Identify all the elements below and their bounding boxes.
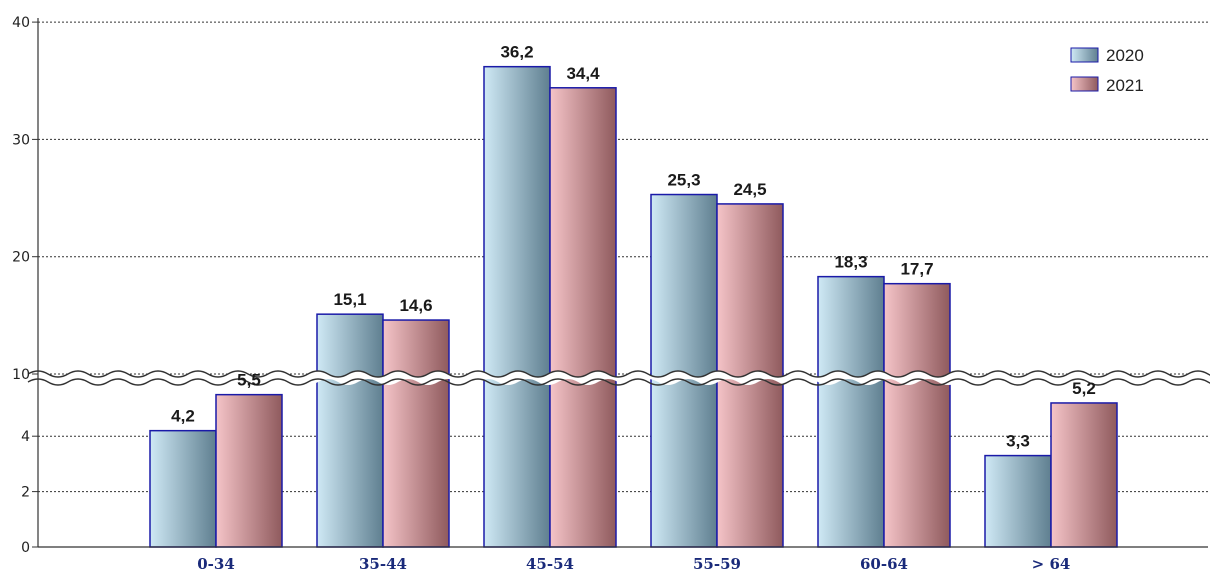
axis-break <box>18 370 1210 386</box>
bar-2020-1 <box>316 313 384 548</box>
y-tick-label: 0 <box>21 540 30 556</box>
gridlines <box>38 21 1208 493</box>
bar-2020-5 <box>984 454 1052 548</box>
category-label: 35-44 <box>359 555 407 573</box>
bar-2021-4 <box>883 282 951 548</box>
legend-label-2020: 2020 <box>1106 46 1144 65</box>
bar-2020-2 <box>483 65 551 548</box>
data-label: 4,2 <box>171 407 195 426</box>
legend-swatch-2020 <box>1070 47 1099 63</box>
category-label: 55-59 <box>693 555 741 573</box>
y-tick-label: 40 <box>12 15 30 31</box>
data-label: 17,7 <box>900 260 933 279</box>
y-tick-label: 2 <box>21 485 30 501</box>
bars <box>149 65 1118 548</box>
data-labels: 4,2 5,5 15,1 14,6 36,2 34,4 25,3 24,5 18,3 17,7 3,… <box>171 43 1096 451</box>
y-tick-label: 20 <box>12 250 30 266</box>
data-label: 15,1 <box>333 290 366 309</box>
y-tick-label: 10 <box>12 367 30 383</box>
y-tick-label: 4 <box>21 429 30 445</box>
axis-break-line-bottom <box>27 378 1210 386</box>
data-label: 24,5 <box>733 180 766 199</box>
bar-2021-5 <box>1050 402 1118 548</box>
axes: 0 2 4 10 20 30 40 0-34 35-44 45-54 55-59 60-64 > 64 <box>12 15 1208 573</box>
data-label: 36,2 <box>500 43 533 62</box>
legend-label-2021: 2021 <box>1106 76 1144 95</box>
data-label: 18,3 <box>834 253 867 272</box>
bar-2021-0 <box>215 393 283 548</box>
y-tick-label: 30 <box>12 132 30 148</box>
data-label: 3,3 <box>1006 432 1030 451</box>
data-label: 5,2 <box>1072 379 1096 398</box>
bar-2020-0 <box>149 429 217 548</box>
bar-2021-1 <box>382 319 450 548</box>
axis-break-line-top <box>27 370 1210 378</box>
bar-2021-2 <box>549 87 617 548</box>
data-label: 5,5 <box>237 371 261 390</box>
category-label: 60-64 <box>860 555 908 573</box>
data-label: 14,6 <box>399 296 432 315</box>
legend: 2020 2021 <box>1070 46 1144 95</box>
legend-swatch-2021 <box>1070 76 1099 92</box>
category-label: > 64 <box>1032 555 1071 573</box>
axis-break-band <box>18 371 1210 385</box>
bar-2020-3 <box>650 193 718 548</box>
data-label: 25,3 <box>667 171 700 190</box>
data-label: 34,4 <box>566 64 600 83</box>
bar-2020-4 <box>817 275 885 548</box>
category-label: 45-54 <box>526 555 574 573</box>
category-label: 0-34 <box>197 555 235 573</box>
